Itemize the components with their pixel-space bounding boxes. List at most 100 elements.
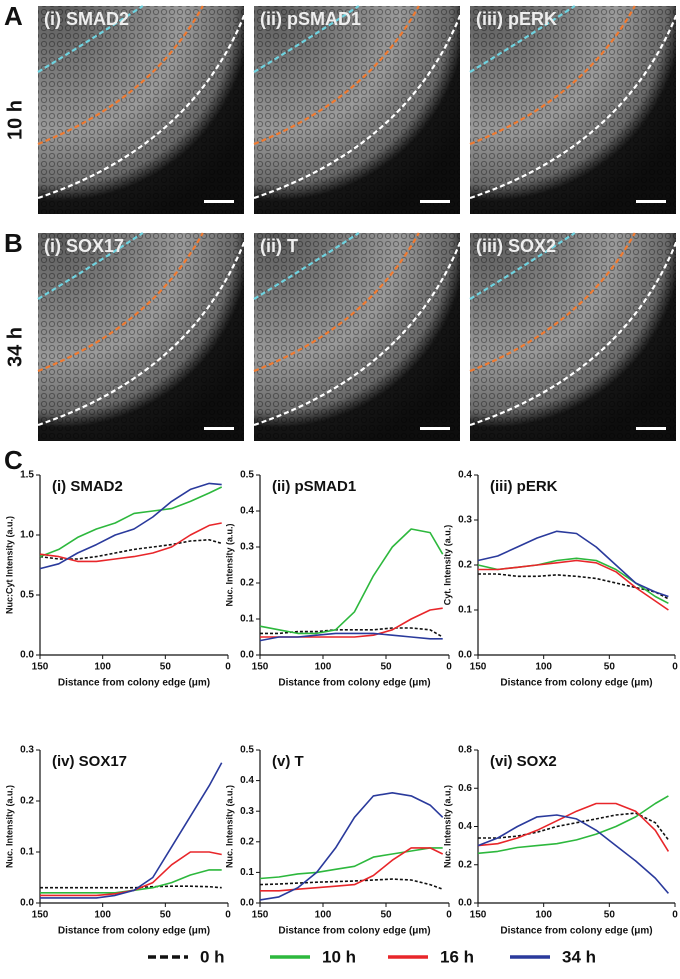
x-tick-label: 50 [380,662,392,673]
y-tick-label: 0.8 [458,745,472,756]
boundary-line [469,232,636,373]
x-axis-label: Distance from colony edge (μm) [58,926,210,937]
x-tick-label: 100 [94,662,111,673]
x-tick-label: 150 [32,910,49,921]
y-tick-label: 0.6 [458,783,472,794]
boundary-line [253,5,420,146]
y-tick-label: 0.3 [240,542,254,553]
y-tick-label: 0.1 [458,605,472,616]
line-series [477,802,670,852]
y-tick-label: 0.1 [240,614,254,625]
micrograph: (ii) pSMAD1 [253,5,465,214]
y-tick-label: 0.1 [240,867,254,878]
boundary-line [37,5,249,200]
line-series [478,573,669,600]
legend-label: 34 h [562,947,596,966]
image-label: (ii) pSMAD1 [260,9,361,29]
time-label: 10 h [4,100,26,140]
image-texture [470,233,676,441]
legend-label: 16 h [440,947,474,966]
y-axis-label: Nuc. Intensity (a.u.) [442,785,452,868]
x-tick-label: 100 [94,910,111,921]
chart-title: (i) SMAD2 [52,478,123,495]
y-tick-label: 0.0 [240,650,254,661]
y-tick-label: 0.4 [240,775,254,786]
x-tick-label: 0 [672,662,678,673]
y-tick-label: 0.3 [458,515,472,526]
image-label: (iii) SOX2 [476,236,556,256]
y-tick-label: 0.5 [240,745,254,756]
legend-label: 10 h [322,947,356,966]
y-tick-label: 0.2 [20,796,34,807]
line-series [477,530,669,598]
y-tick-label: 0.4 [458,470,472,481]
micrograph: (ii) T [253,232,465,441]
panel-label: A [4,1,23,31]
x-axis-label: Distance from colony edge (μm) [500,926,652,937]
image-texture [470,6,676,214]
boundary-line [37,5,204,146]
x-tick-label: 100 [535,662,552,673]
image-label: (ii) T [260,236,298,256]
chart-title: (iii) pERK [490,478,558,495]
scale-bar [204,200,234,203]
image-texture [254,6,460,214]
x-tick-label: 50 [604,910,616,921]
x-axis-label: Distance from colony edge (μm) [500,678,652,689]
y-tick-label: 1.0 [20,530,34,541]
y-tick-label: 0.0 [458,898,472,909]
micrograph: (iii) SOX2 [469,232,680,441]
boundary-line [253,5,465,200]
line-series [477,557,669,605]
line-series [259,528,444,635]
y-axis-label: Nuc. Intensity (a.u.) [224,785,234,868]
y-tick-label: 0.4 [240,506,254,517]
image-label: (i) SOX17 [44,236,124,256]
line-series [259,847,443,880]
image-texture [38,6,244,214]
x-tick-label: 0 [446,910,452,921]
line-series [39,539,222,560]
x-tick-label: 150 [252,662,269,673]
boundary-line [37,232,249,427]
micrograph: (i) SOX17 [37,232,249,441]
line-series [259,792,444,901]
x-tick-label: 0 [225,662,231,673]
y-axis-label: Cyt. Intensity (a.u.) [442,525,452,606]
line-series [39,486,223,558]
line-series [259,878,443,890]
scale-bar [420,200,450,203]
y-tick-label: 0.3 [20,745,34,756]
y-tick-label: 0.5 [20,590,34,601]
boundary-line [469,232,680,427]
chart-title: (iv) SOX17 [52,753,127,770]
x-axis-label: Distance from colony edge (μm) [58,678,210,689]
y-tick-label: 0.5 [240,470,254,481]
line-series [40,762,223,899]
boundary-line [469,5,680,200]
x-tick-label: 150 [252,910,269,921]
chart-title: (vi) SOX2 [490,753,557,770]
y-tick-label: 0.4 [458,821,472,832]
scale-bar [636,427,666,430]
x-tick-label: 0 [672,910,678,921]
boundary-line [253,232,465,427]
y-tick-label: 0.0 [20,898,34,909]
image-texture [38,233,244,441]
x-tick-label: 0 [225,910,231,921]
x-tick-label: 50 [604,662,616,673]
x-tick-label: 150 [32,662,49,673]
y-tick-label: 0.2 [458,859,472,870]
scale-bar [636,200,666,203]
time-label: 34 h [4,327,26,367]
line-series [477,814,670,894]
line-series [478,559,669,611]
y-tick-label: 1.5 [20,470,34,481]
panel-label: B [4,228,23,258]
line-series [478,812,670,841]
line-series [40,885,222,889]
line-series [260,627,444,638]
y-axis-label: Nuc. Intensity (a.u.) [224,523,234,606]
y-tick-label: 0.0 [20,650,34,661]
image-label: (iii) pERK [476,9,557,29]
